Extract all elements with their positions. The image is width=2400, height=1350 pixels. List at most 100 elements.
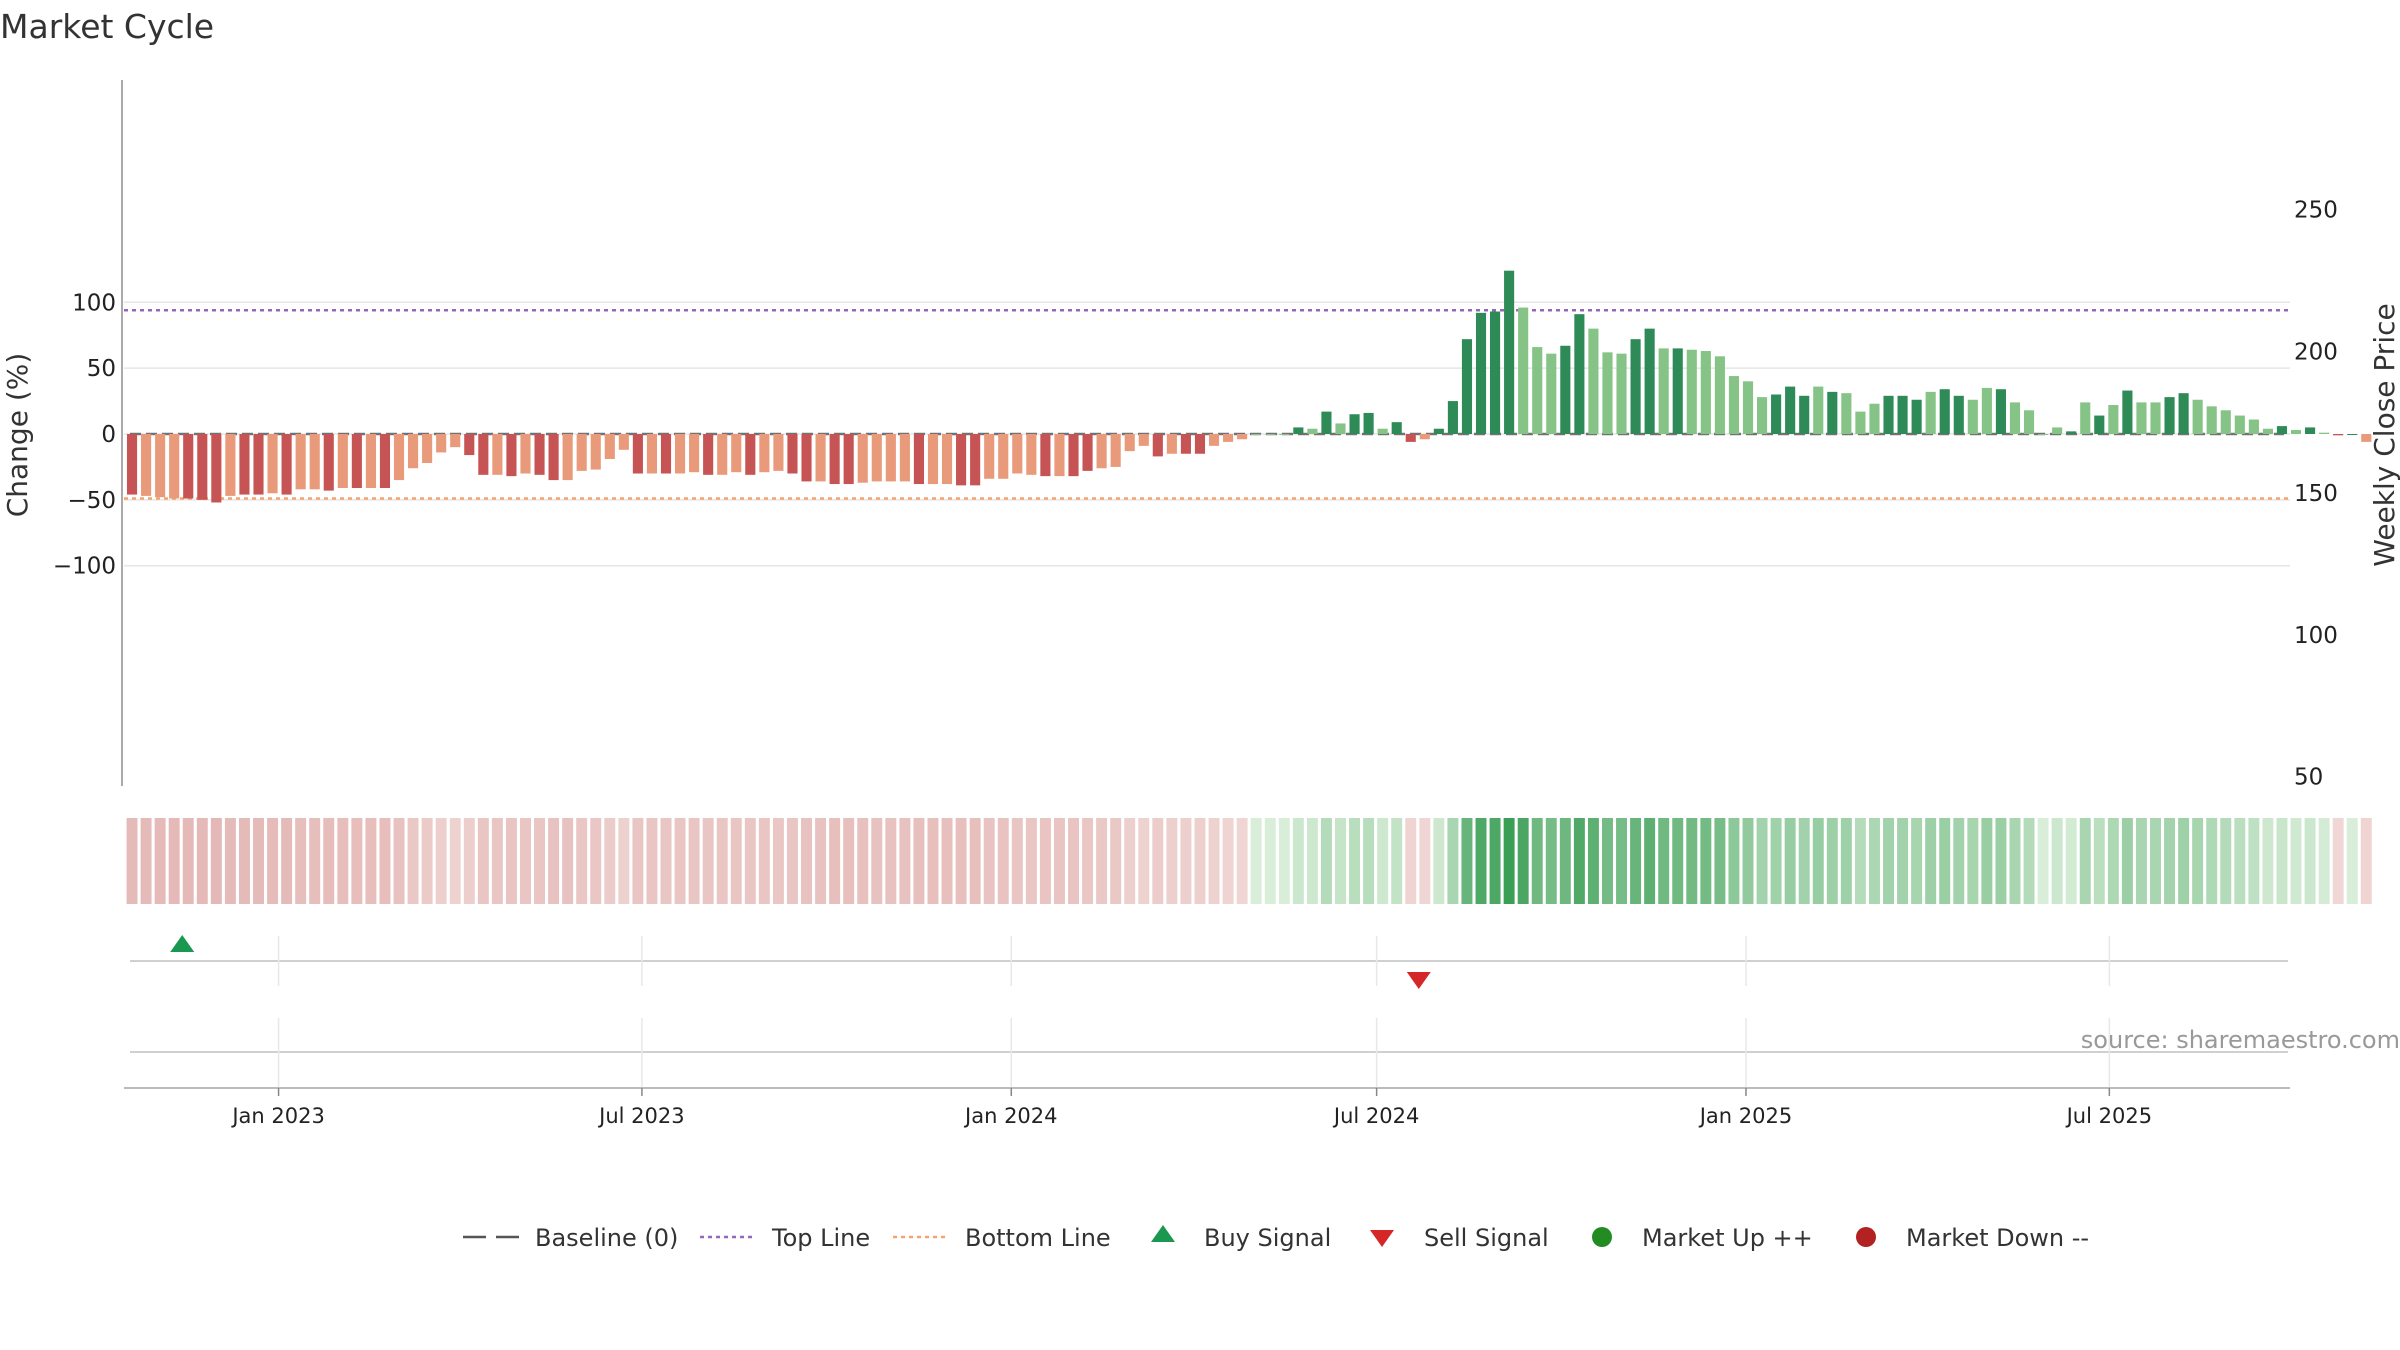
heat-cell — [576, 818, 588, 904]
heat-cell — [548, 818, 560, 904]
change-bar — [2290, 430, 2302, 434]
change-bar — [1939, 389, 1950, 434]
y-tick-label: −50 — [67, 488, 116, 514]
change-bar — [801, 434, 812, 482]
heat-cell — [1742, 818, 1754, 904]
heat-cell — [1222, 818, 1234, 904]
heat-cell — [253, 818, 264, 904]
heat-cell — [843, 818, 855, 904]
y2-tick-label: 250 — [2294, 198, 2338, 224]
heat-cell — [1082, 818, 1094, 904]
x-tick-label: Jul 2024 — [1332, 1104, 1419, 1128]
change-bar — [773, 434, 784, 471]
heat-cell — [1517, 818, 1529, 904]
change-bar — [183, 434, 194, 499]
heat-cell — [2318, 818, 2330, 904]
heat-cell — [1826, 818, 1838, 904]
change-bar — [436, 434, 447, 453]
change-bar — [2361, 434, 2372, 442]
heat-cell — [1461, 818, 1473, 904]
heat-cell — [2135, 818, 2147, 904]
heat-cell — [2178, 818, 2190, 904]
change-bar — [1279, 434, 1290, 435]
change-bar — [1560, 345, 1571, 434]
change-bar — [2333, 434, 2344, 436]
change-bar — [408, 434, 419, 469]
change-bar — [478, 434, 489, 475]
heat-cell — [2248, 818, 2260, 904]
change-bar — [1728, 376, 1740, 434]
change-bar — [1349, 414, 1360, 434]
heat-cell — [1292, 818, 1304, 904]
change-bar — [281, 434, 292, 495]
change-bar — [1546, 353, 1557, 434]
sell-signal-marker — [1406, 972, 1431, 989]
heat-cell — [899, 818, 911, 904]
change-bar — [941, 434, 953, 485]
change-bar — [2080, 402, 2091, 434]
heat-cell — [2121, 818, 2133, 904]
heat-cell — [1208, 818, 1220, 904]
heat-cell — [520, 818, 531, 904]
change-bar — [1616, 353, 1627, 434]
change-bar — [464, 434, 475, 456]
change-bar — [1953, 395, 1964, 434]
change-bar — [2052, 427, 2063, 434]
heat-cell — [2009, 818, 2021, 904]
change-bar — [534, 434, 545, 475]
heat-cell — [1728, 818, 1740, 904]
heat-cell — [1180, 818, 1192, 904]
heat-cell — [1306, 818, 1318, 904]
heat-cell — [1278, 818, 1290, 904]
legend-top-label: Top Line — [771, 1224, 870, 1252]
heat-cell — [2192, 818, 2204, 904]
heat-cell — [1840, 818, 1852, 904]
change-bar — [885, 434, 896, 482]
change-bar — [337, 434, 348, 488]
heat-cell — [2107, 818, 2119, 904]
heat-cell — [2262, 818, 2274, 904]
heat-cell — [716, 818, 728, 904]
legend-buy-swatch — [1151, 1225, 1175, 1242]
change-bar — [1504, 270, 1515, 434]
heat-cell — [786, 818, 798, 904]
change-bar — [1208, 434, 1220, 446]
change-bar — [2319, 432, 2330, 434]
change-bar — [2108, 405, 2119, 434]
change-bar — [1223, 434, 1234, 442]
y2-tick-label: 150 — [2294, 481, 2338, 507]
change-bar — [1981, 387, 1992, 434]
axes: −100 −50 0 50 100 50 100 150 200 250 — [53, 80, 2338, 791]
heat-cell — [1672, 818, 1684, 904]
heat-cell — [238, 818, 250, 904]
heat-cell — [2304, 818, 2316, 904]
heat-cell — [1686, 818, 1698, 904]
heat-cell — [1335, 818, 1346, 904]
heat-cell — [983, 818, 995, 904]
heat-strip — [126, 818, 2372, 904]
heat-cell — [435, 818, 447, 904]
heat-cell — [1995, 818, 2007, 904]
heat-cell — [2093, 818, 2105, 904]
change-bar — [1602, 352, 1613, 434]
heat-cell — [1138, 818, 1150, 904]
change-bar — [829, 434, 840, 485]
heat-cell — [772, 818, 784, 904]
heat-cell — [1531, 818, 1543, 904]
heat-cell — [1377, 818, 1389, 904]
heat-cell — [491, 818, 503, 904]
change-bar — [1995, 389, 2006, 434]
legend-down-label: Market Down -- — [1906, 1224, 2089, 1252]
change-bar — [1237, 434, 1248, 440]
heat-cell — [1194, 818, 1206, 904]
change-bar — [646, 434, 658, 474]
heat-cell — [1770, 818, 1782, 904]
change-bar — [1447, 401, 1458, 434]
change-bar — [1293, 427, 1304, 434]
change-bar — [225, 434, 236, 496]
heat-cell — [351, 818, 363, 904]
change-bar — [1377, 428, 1388, 434]
change-bar — [689, 434, 700, 473]
change-bar — [815, 434, 826, 482]
change-bar — [1883, 395, 1894, 434]
